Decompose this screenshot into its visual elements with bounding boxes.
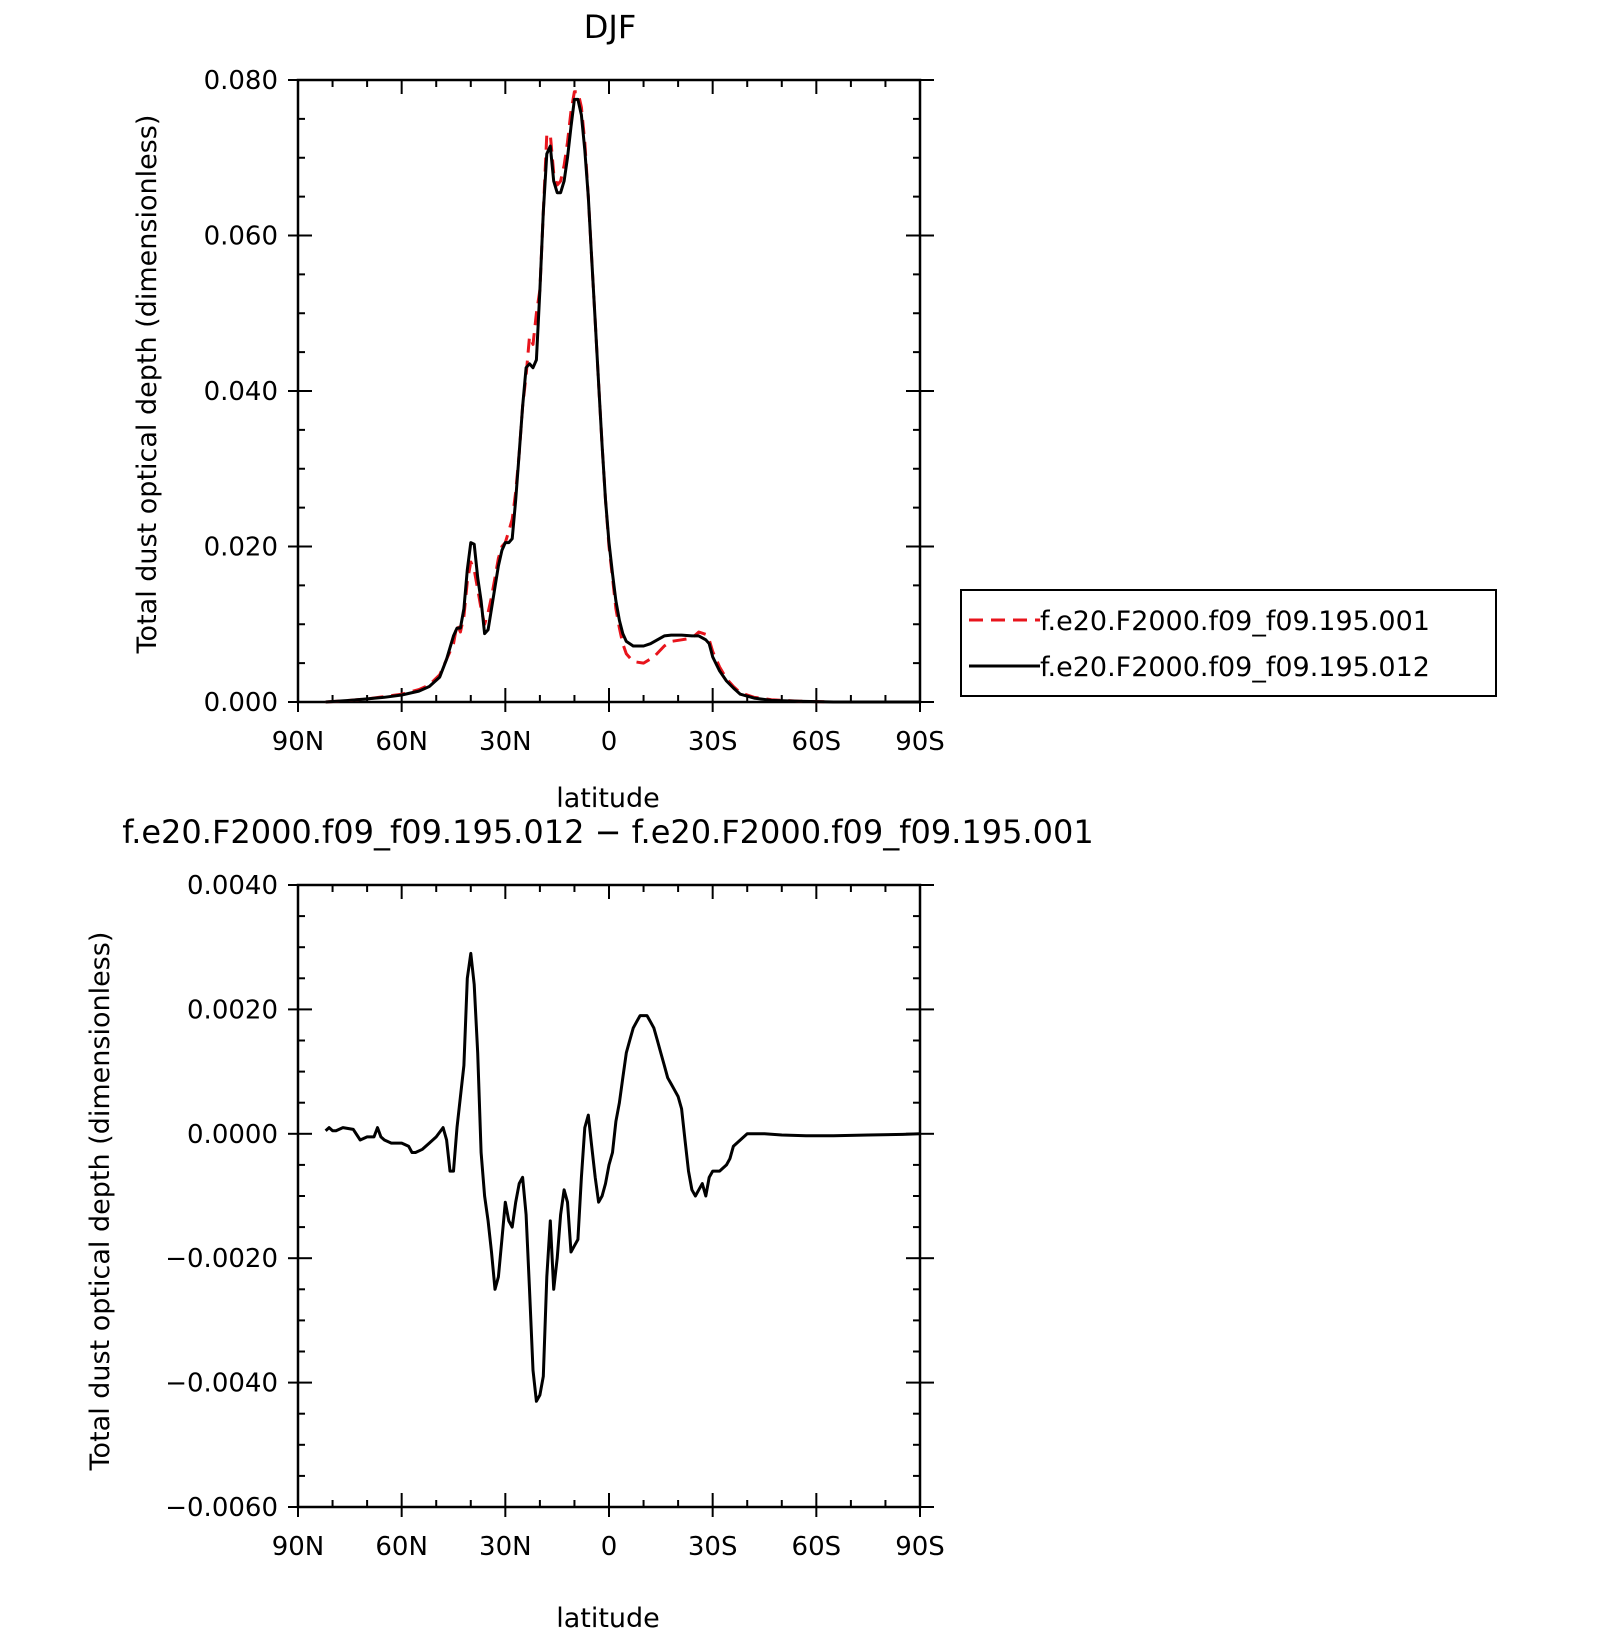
top-y-tick-label: 0.020: [204, 533, 278, 563]
bottom-chart-title: f.e20.F2000.f09_f09.195.012 − f.e20.F200…: [122, 813, 1094, 851]
bottom-y-tick-label: −0.0040: [165, 1369, 278, 1399]
bottom-y-tick-label: 0.0040: [187, 871, 278, 901]
top-x-tick-label: 30N: [479, 727, 532, 757]
bottom-plot-frame: [296, 883, 922, 1509]
bottom-x-tick-label: 60S: [792, 1532, 842, 1562]
top-series-line-0: [325, 90, 920, 704]
bottom-y-tick-label: −0.0020: [165, 1244, 278, 1274]
bottom-x-tick-label: 90S: [895, 1532, 945, 1562]
bottom-y-tick-label: 0.0020: [187, 995, 278, 1025]
top-series-line-1: [325, 97, 920, 704]
bottom-y-tick-label: −0.0060: [165, 1493, 278, 1523]
bottom-plot-area: 90N 60N 30N 0 30S 60S 90S −0.0060 −0.0040 −0.0020…: [165, 871, 945, 1562]
top-x-tick-label: 90S: [895, 727, 945, 757]
top-x-axis-label: latitude: [556, 783, 660, 814]
bottom-x-tick-label: 0: [601, 1532, 618, 1562]
legend-label-012: f.e20.F2000.f09_f09.195.012: [1040, 652, 1430, 683]
bottom-y-tick-label: 0.0000: [187, 1120, 278, 1150]
bottom-x-axis-label: latitude: [556, 1603, 660, 1634]
legend-label-001: f.e20.F2000.f09_f09.195.001: [1040, 606, 1430, 637]
top-chart-title: DJF: [584, 8, 636, 46]
legend-box: [960, 589, 1497, 697]
bottom-x-tick-label: 30N: [479, 1532, 532, 1562]
bottom-x-tick-label: 30S: [688, 1532, 738, 1562]
legend: f.e20.F2000.f09_f09.195.001 f.e20.F2000.…: [960, 589, 1497, 697]
top-x-tick-label: 30S: [688, 727, 738, 757]
top-y-tick-label: 0.000: [204, 688, 278, 718]
bottom-x-tick-label: 60N: [375, 1532, 428, 1562]
top-y-axis-label: Total dust optical depth (dimensionless): [132, 115, 163, 655]
top-x-tick-label: 60N: [375, 727, 428, 757]
bottom-panel: f.e20.F2000.f09_f09.195.012 − f.e20.F200…: [85, 813, 1094, 1634]
top-y-tick-label: 0.040: [204, 377, 278, 407]
top-y-tick-label: 0.080: [204, 66, 278, 96]
top-x-tick-label: 60S: [792, 727, 842, 757]
top-x-tick-label: 0: [601, 727, 618, 757]
bottom-series-line-0: [324, 951, 921, 1403]
top-x-tick-label: 90N: [272, 727, 325, 757]
bottom-x-tick-label: 90N: [272, 1532, 325, 1562]
top-plot-area: 90N 60N 30N 0 30S 60S 90S 0.000 0.020 0.040 0.060 0…: [204, 66, 945, 757]
bottom-y-axis-label: Total dust optical depth (dimensionless): [85, 932, 116, 1472]
top-y-tick-label: 0.060: [204, 222, 278, 252]
top-panel: DJF 90N 60N 30N 0 30S 60S 90S 0.000 0.020 0.040 0.…: [132, 8, 1497, 814]
top-plot-frame: [296, 78, 922, 704]
